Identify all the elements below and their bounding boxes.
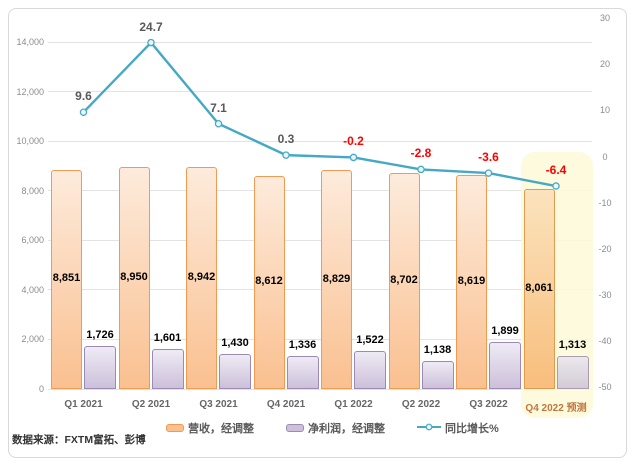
gridline xyxy=(48,41,592,43)
gridline xyxy=(48,190,592,192)
growth-value-label: 9.6 xyxy=(75,89,92,104)
y-axis-tick-label: 4,000 xyxy=(21,284,44,295)
category-label: Q3 2021 xyxy=(199,399,238,410)
revenue-value-label: 8,061 xyxy=(525,282,553,295)
revenue-value-label: 8,950 xyxy=(120,271,148,284)
legend-item-revenue: 营收，经调整 xyxy=(166,420,254,436)
secondary-axis-tick-label: -10 xyxy=(598,197,612,208)
growth-line-swatch-icon xyxy=(417,422,441,435)
secondary-axis-tick-label: -30 xyxy=(598,289,612,300)
revenue-bar xyxy=(321,170,352,389)
revenue-bar xyxy=(253,175,285,389)
profit-value-label: 1,522 xyxy=(356,334,384,347)
secondary-axis-tick-label: -40 xyxy=(598,336,612,346)
revenue-bar xyxy=(186,167,217,389)
profit-bar xyxy=(421,360,454,389)
profit-bar xyxy=(286,355,319,389)
revenue-bar xyxy=(118,167,150,389)
revenue-bar xyxy=(523,189,555,389)
gridline xyxy=(48,289,592,291)
profit-value-label: 1,138 xyxy=(423,343,452,356)
growth-value-label: 0.3 xyxy=(277,132,295,147)
y-axis-tick-label: 8,000 xyxy=(21,185,44,196)
profit-value-label: 1,601 xyxy=(153,332,182,345)
legend-item-growth: 同比增长% xyxy=(417,420,499,436)
growth-value-label: 24.7 xyxy=(139,19,163,34)
revenue-value-label: 8,619 xyxy=(457,275,486,288)
revenue-bar xyxy=(388,173,420,389)
category-label: Q1 2022 xyxy=(334,399,373,410)
legend-label-growth: 同比增长% xyxy=(445,423,499,435)
secondary-axis-tick-label: -50 xyxy=(598,382,612,393)
gridline xyxy=(48,140,592,142)
profit-bar xyxy=(84,346,116,389)
profit-bar xyxy=(556,356,589,389)
profit-value-label: 1,313 xyxy=(558,339,587,352)
growth-value-label: -2.8 xyxy=(410,146,432,161)
gridline xyxy=(48,239,592,241)
profit-value-label: 1,899 xyxy=(491,324,519,337)
revenue-bar xyxy=(51,169,82,389)
growth-value-label: -6.4 xyxy=(545,163,567,178)
revenue-value-label: 8,612 xyxy=(255,275,283,288)
profit-value-label: 1,726 xyxy=(86,329,114,342)
source-note: 数据来源：FXTM富拓、彭博 xyxy=(12,434,146,446)
profit-bar xyxy=(354,351,386,389)
gridline xyxy=(48,388,592,390)
profit-bar-swatch-icon xyxy=(286,424,304,432)
revenue-bar-swatch-icon xyxy=(166,424,184,432)
legend-label-profit: 净利润，经调整 xyxy=(308,423,385,435)
y-axis-tick-label: 14,000 xyxy=(16,37,44,47)
category-label: Q4 2021 xyxy=(266,399,306,410)
legend-item-profit: 净利润，经调整 xyxy=(286,420,385,436)
profit-value-label: 1,336 xyxy=(288,338,317,351)
revenue-value-label: 8,829 xyxy=(322,272,351,285)
chart-legend: 营收，经调整 净利润，经调整 同比增长% xyxy=(166,420,499,436)
revenue-bar xyxy=(456,175,487,389)
y-axis-tick-label: 2,000 xyxy=(21,334,44,345)
legend-label-revenue: 营收，经调整 xyxy=(188,423,254,435)
secondary-axis-tick-label: 10 xyxy=(599,105,610,116)
gridline xyxy=(48,338,592,340)
secondary-axis-tick-label: 30 xyxy=(599,13,610,24)
category-label: Q2 2021 xyxy=(131,399,171,410)
profit-value-label: 1,430 xyxy=(221,336,249,349)
revenue-value-label: 8,942 xyxy=(187,271,216,284)
growth-value-label: -3.6 xyxy=(478,150,499,165)
growth-value-label: 7.1 xyxy=(210,100,227,115)
category-label: Q3 2022 xyxy=(469,399,508,410)
secondary-axis-tick-label: 20 xyxy=(599,59,610,70)
category-label: Q2 2022 xyxy=(401,399,441,410)
gridline xyxy=(48,91,592,93)
secondary-axis-tick-label: 0 xyxy=(602,151,608,162)
growth-value-label: -0.2 xyxy=(343,134,364,149)
y-axis-tick-label: 10,000 xyxy=(16,136,44,147)
y-axis-tick-label: 12,000 xyxy=(16,86,44,97)
revenue-value-label: 8,851 xyxy=(52,272,81,285)
revenue-value-label: 8,702 xyxy=(390,274,418,287)
y-axis-tick-label: 6,000 xyxy=(21,235,44,246)
profit-bar xyxy=(151,349,184,389)
category-label: Q1 2021 xyxy=(64,399,103,410)
profit-bar xyxy=(489,341,521,389)
profit-bar xyxy=(219,353,251,389)
secondary-axis-tick-label: -20 xyxy=(598,243,612,254)
category-label: Q4 2022 预测 xyxy=(525,403,587,414)
y-axis-tick-label: 0 xyxy=(38,384,44,394)
